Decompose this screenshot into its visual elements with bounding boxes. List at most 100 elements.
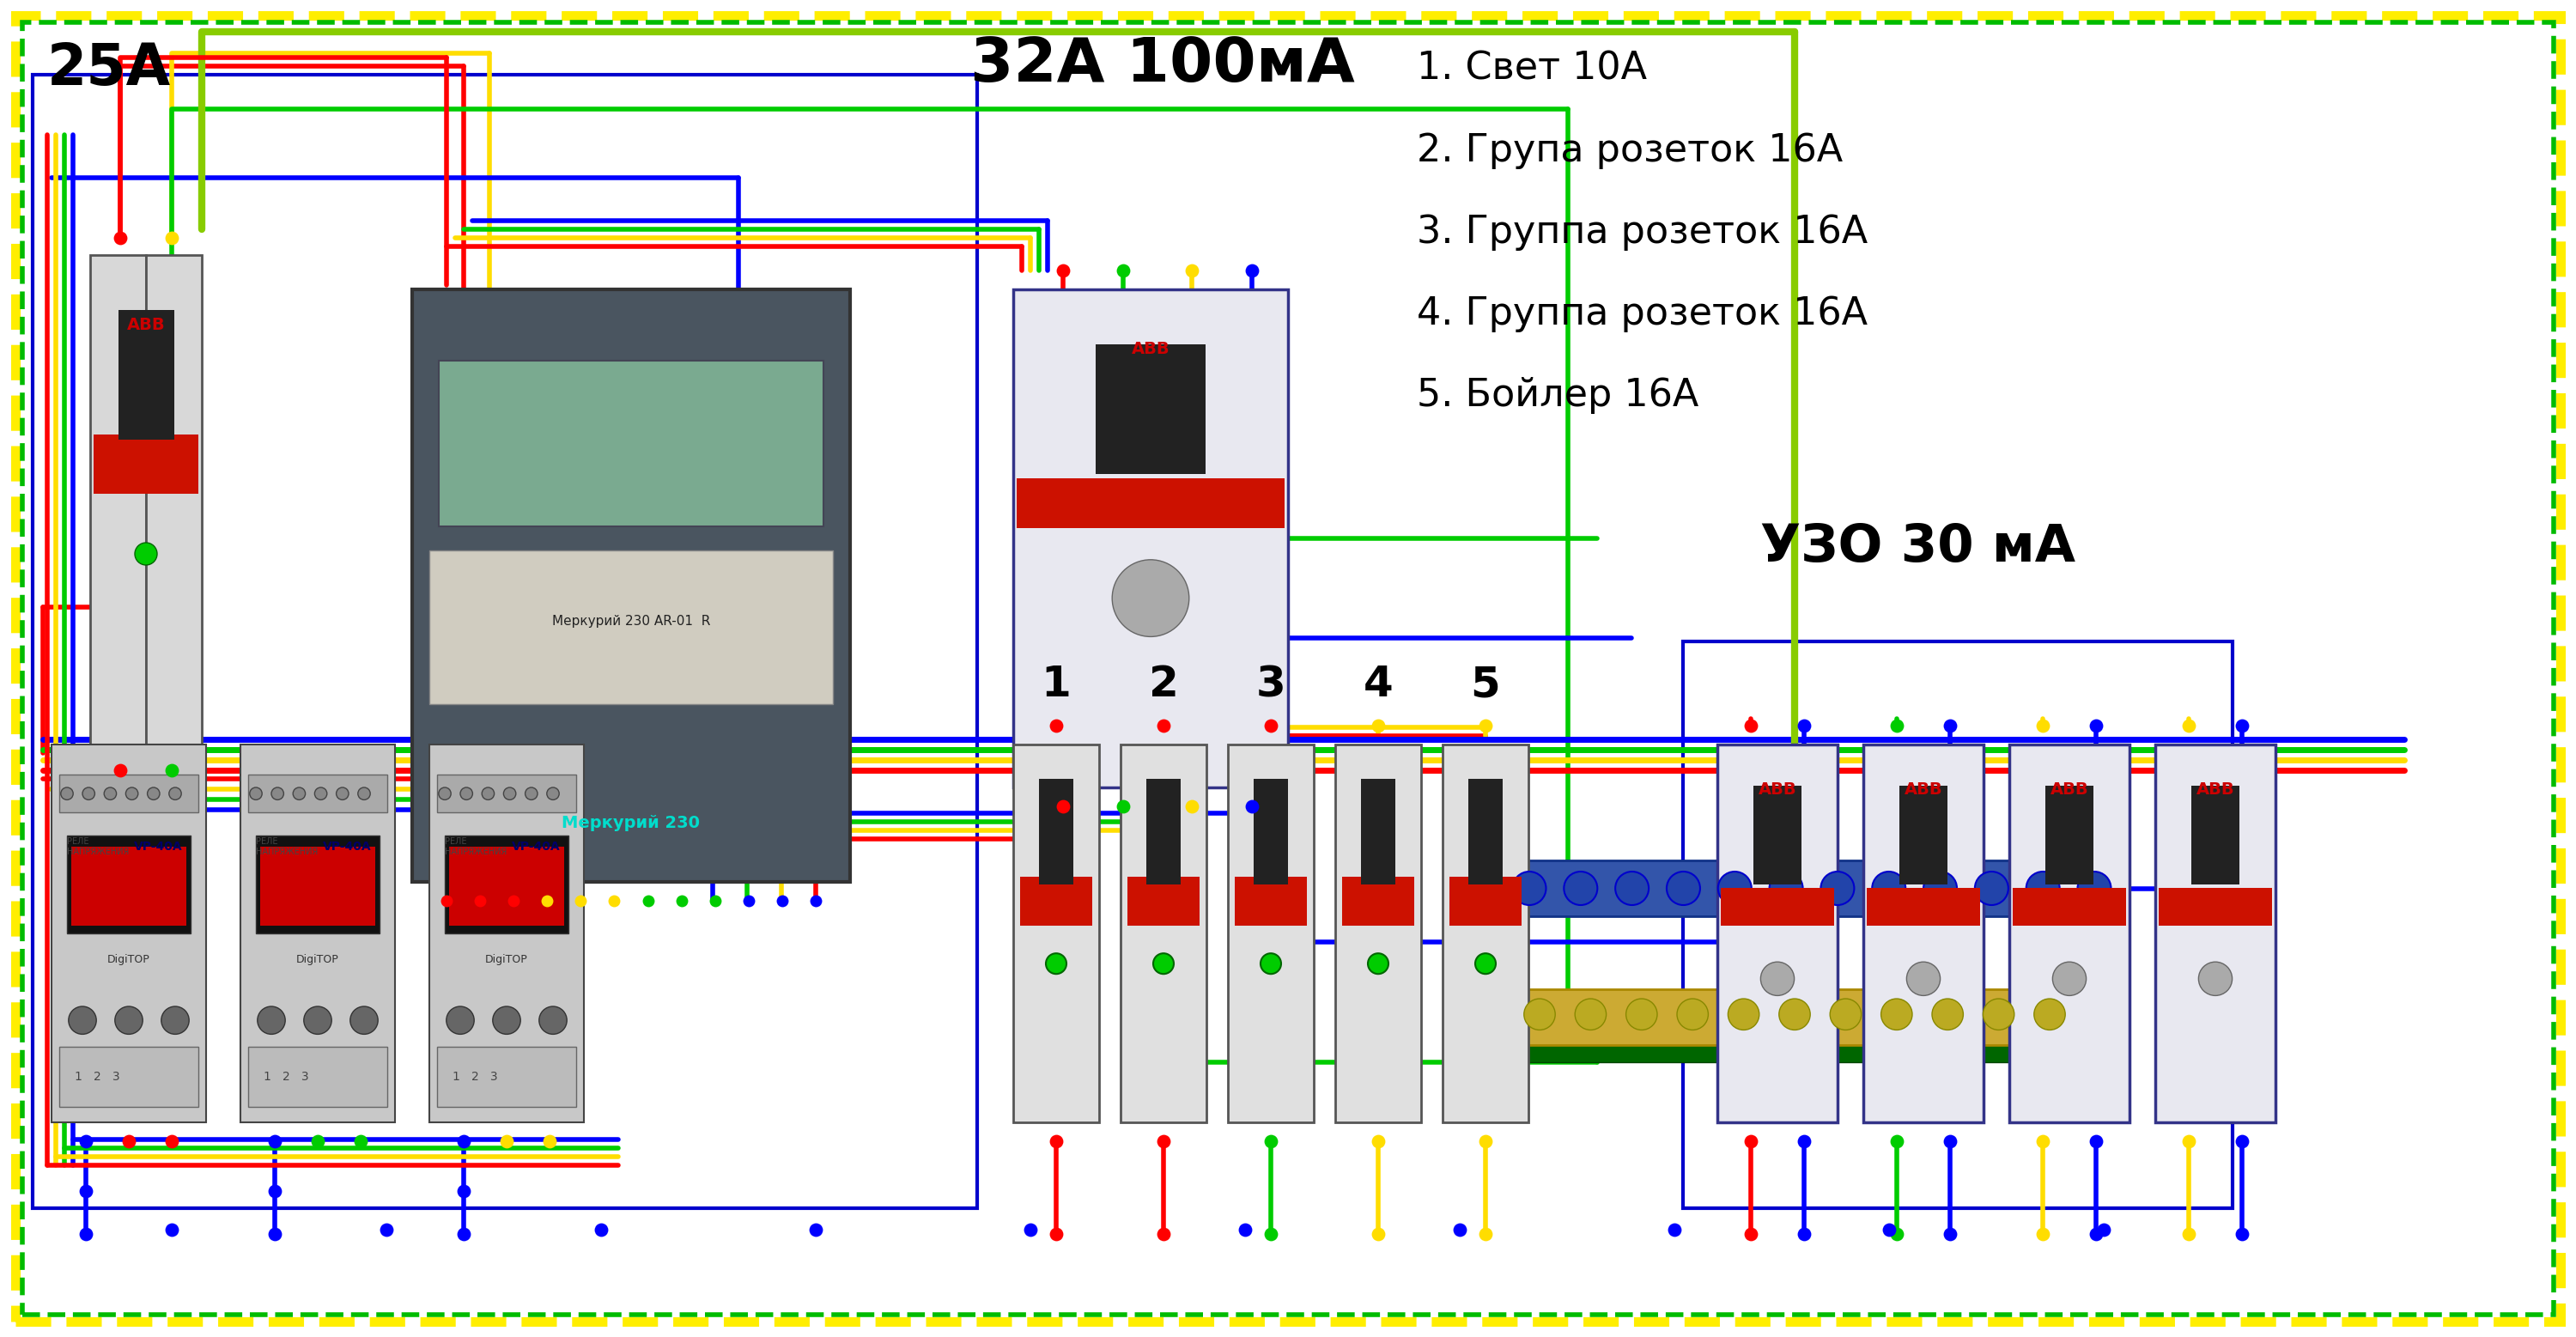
Point: [64, 1181, 106, 1202]
Circle shape: [1880, 999, 1911, 1029]
Text: 5. Бойлер 16A: 5. Бойлер 16A: [1417, 377, 1698, 413]
Point: [1010, 1219, 1051, 1241]
Bar: [2110, 856, 2130, 921]
Bar: [93, 435, 198, 495]
Point: [2221, 1131, 2262, 1152]
Point: [1224, 1219, 1265, 1241]
Point: [152, 227, 193, 249]
Point: [152, 1131, 193, 1152]
Bar: [1468, 778, 1502, 884]
Bar: [412, 289, 850, 882]
Text: 1: 1: [1041, 663, 1072, 705]
Text: РЕЛЕ
НАПРЯЖЕНИЯ: РЕЛЕ НАПРЯЖЕНИЯ: [446, 837, 507, 856]
Point: [2169, 1131, 2210, 1152]
Text: Меркурий 230: Меркурий 230: [562, 814, 701, 830]
Bar: [1095, 344, 1206, 473]
Bar: [72, 846, 185, 925]
Bar: [2045, 786, 2094, 884]
Point: [425, 890, 466, 912]
Bar: [448, 846, 564, 925]
Point: [1654, 1219, 1695, 1241]
Circle shape: [2027, 872, 2061, 905]
Point: [1731, 1131, 1772, 1152]
Point: [1358, 1223, 1399, 1245]
Circle shape: [1368, 953, 1388, 973]
Text: 2: 2: [1149, 663, 1177, 705]
Point: [1875, 715, 1917, 737]
Bar: [255, 836, 379, 933]
Bar: [1512, 989, 2079, 1046]
Bar: [1229, 745, 1314, 1122]
Text: VP-40A: VP-40A: [322, 841, 371, 853]
Circle shape: [1154, 953, 1175, 973]
Point: [2169, 1223, 2210, 1245]
Circle shape: [1667, 872, 1700, 905]
Point: [2022, 1223, 2063, 1245]
Text: 32A 100мА: 32A 100мА: [971, 35, 1355, 94]
Text: УЗО 30 мА: УЗО 30 мА: [1759, 521, 2076, 572]
Point: [592, 890, 634, 912]
Point: [1172, 796, 1213, 817]
Point: [796, 890, 837, 912]
Bar: [247, 774, 386, 813]
Circle shape: [461, 787, 471, 800]
Circle shape: [350, 1007, 379, 1035]
Circle shape: [1476, 953, 1497, 973]
Point: [559, 890, 600, 912]
Point: [2076, 1131, 2117, 1152]
Point: [1249, 1223, 1291, 1245]
Bar: [1121, 745, 1206, 1122]
Point: [1466, 1131, 1507, 1152]
Text: 5: 5: [1471, 663, 1499, 705]
Circle shape: [1625, 999, 1656, 1029]
Bar: [59, 774, 198, 813]
Point: [796, 1219, 837, 1241]
Text: ABB: ABB: [2197, 782, 2233, 798]
Bar: [1899, 786, 1947, 884]
Point: [1358, 1131, 1399, 1152]
Text: 4: 4: [1363, 663, 1394, 705]
Point: [1144, 715, 1185, 737]
Text: 1   2   3: 1 2 3: [263, 1071, 309, 1083]
Circle shape: [337, 787, 348, 800]
Point: [1036, 715, 1077, 737]
Circle shape: [126, 787, 139, 800]
Circle shape: [1046, 953, 1066, 973]
Bar: [430, 550, 832, 705]
Point: [1466, 715, 1507, 737]
Point: [1731, 1223, 1772, 1245]
Point: [2169, 715, 2210, 737]
Bar: [2012, 888, 2125, 925]
Text: DigiTOP: DigiTOP: [484, 955, 528, 965]
Bar: [1360, 778, 1396, 884]
Point: [152, 1219, 193, 1241]
Circle shape: [438, 787, 451, 800]
Point: [443, 1131, 484, 1152]
Bar: [1512, 861, 2112, 916]
Text: Меркурий 230 АR-01  R: Меркурий 230 АR-01 R: [551, 615, 711, 627]
Bar: [1682, 642, 2233, 1209]
Circle shape: [170, 787, 180, 800]
Bar: [1721, 888, 1834, 925]
Point: [1783, 1131, 1824, 1152]
Circle shape: [1718, 872, 1752, 905]
Text: ABB: ABB: [2050, 782, 2089, 798]
Point: [1036, 1223, 1077, 1245]
Circle shape: [62, 787, 72, 800]
Circle shape: [1525, 999, 1556, 1029]
Text: DigiTOP: DigiTOP: [296, 955, 340, 965]
Point: [64, 1131, 106, 1152]
Circle shape: [1759, 961, 1795, 996]
Point: [1144, 1223, 1185, 1245]
Bar: [52, 745, 206, 1122]
Point: [1929, 715, 1971, 737]
Circle shape: [1512, 872, 1546, 905]
Text: 1   2   3: 1 2 3: [75, 1071, 121, 1083]
Point: [729, 890, 770, 912]
Point: [526, 890, 567, 912]
Point: [1103, 259, 1144, 281]
Circle shape: [492, 1007, 520, 1035]
Point: [64, 1223, 106, 1245]
Circle shape: [1873, 872, 1906, 905]
Bar: [1512, 1046, 2079, 1062]
